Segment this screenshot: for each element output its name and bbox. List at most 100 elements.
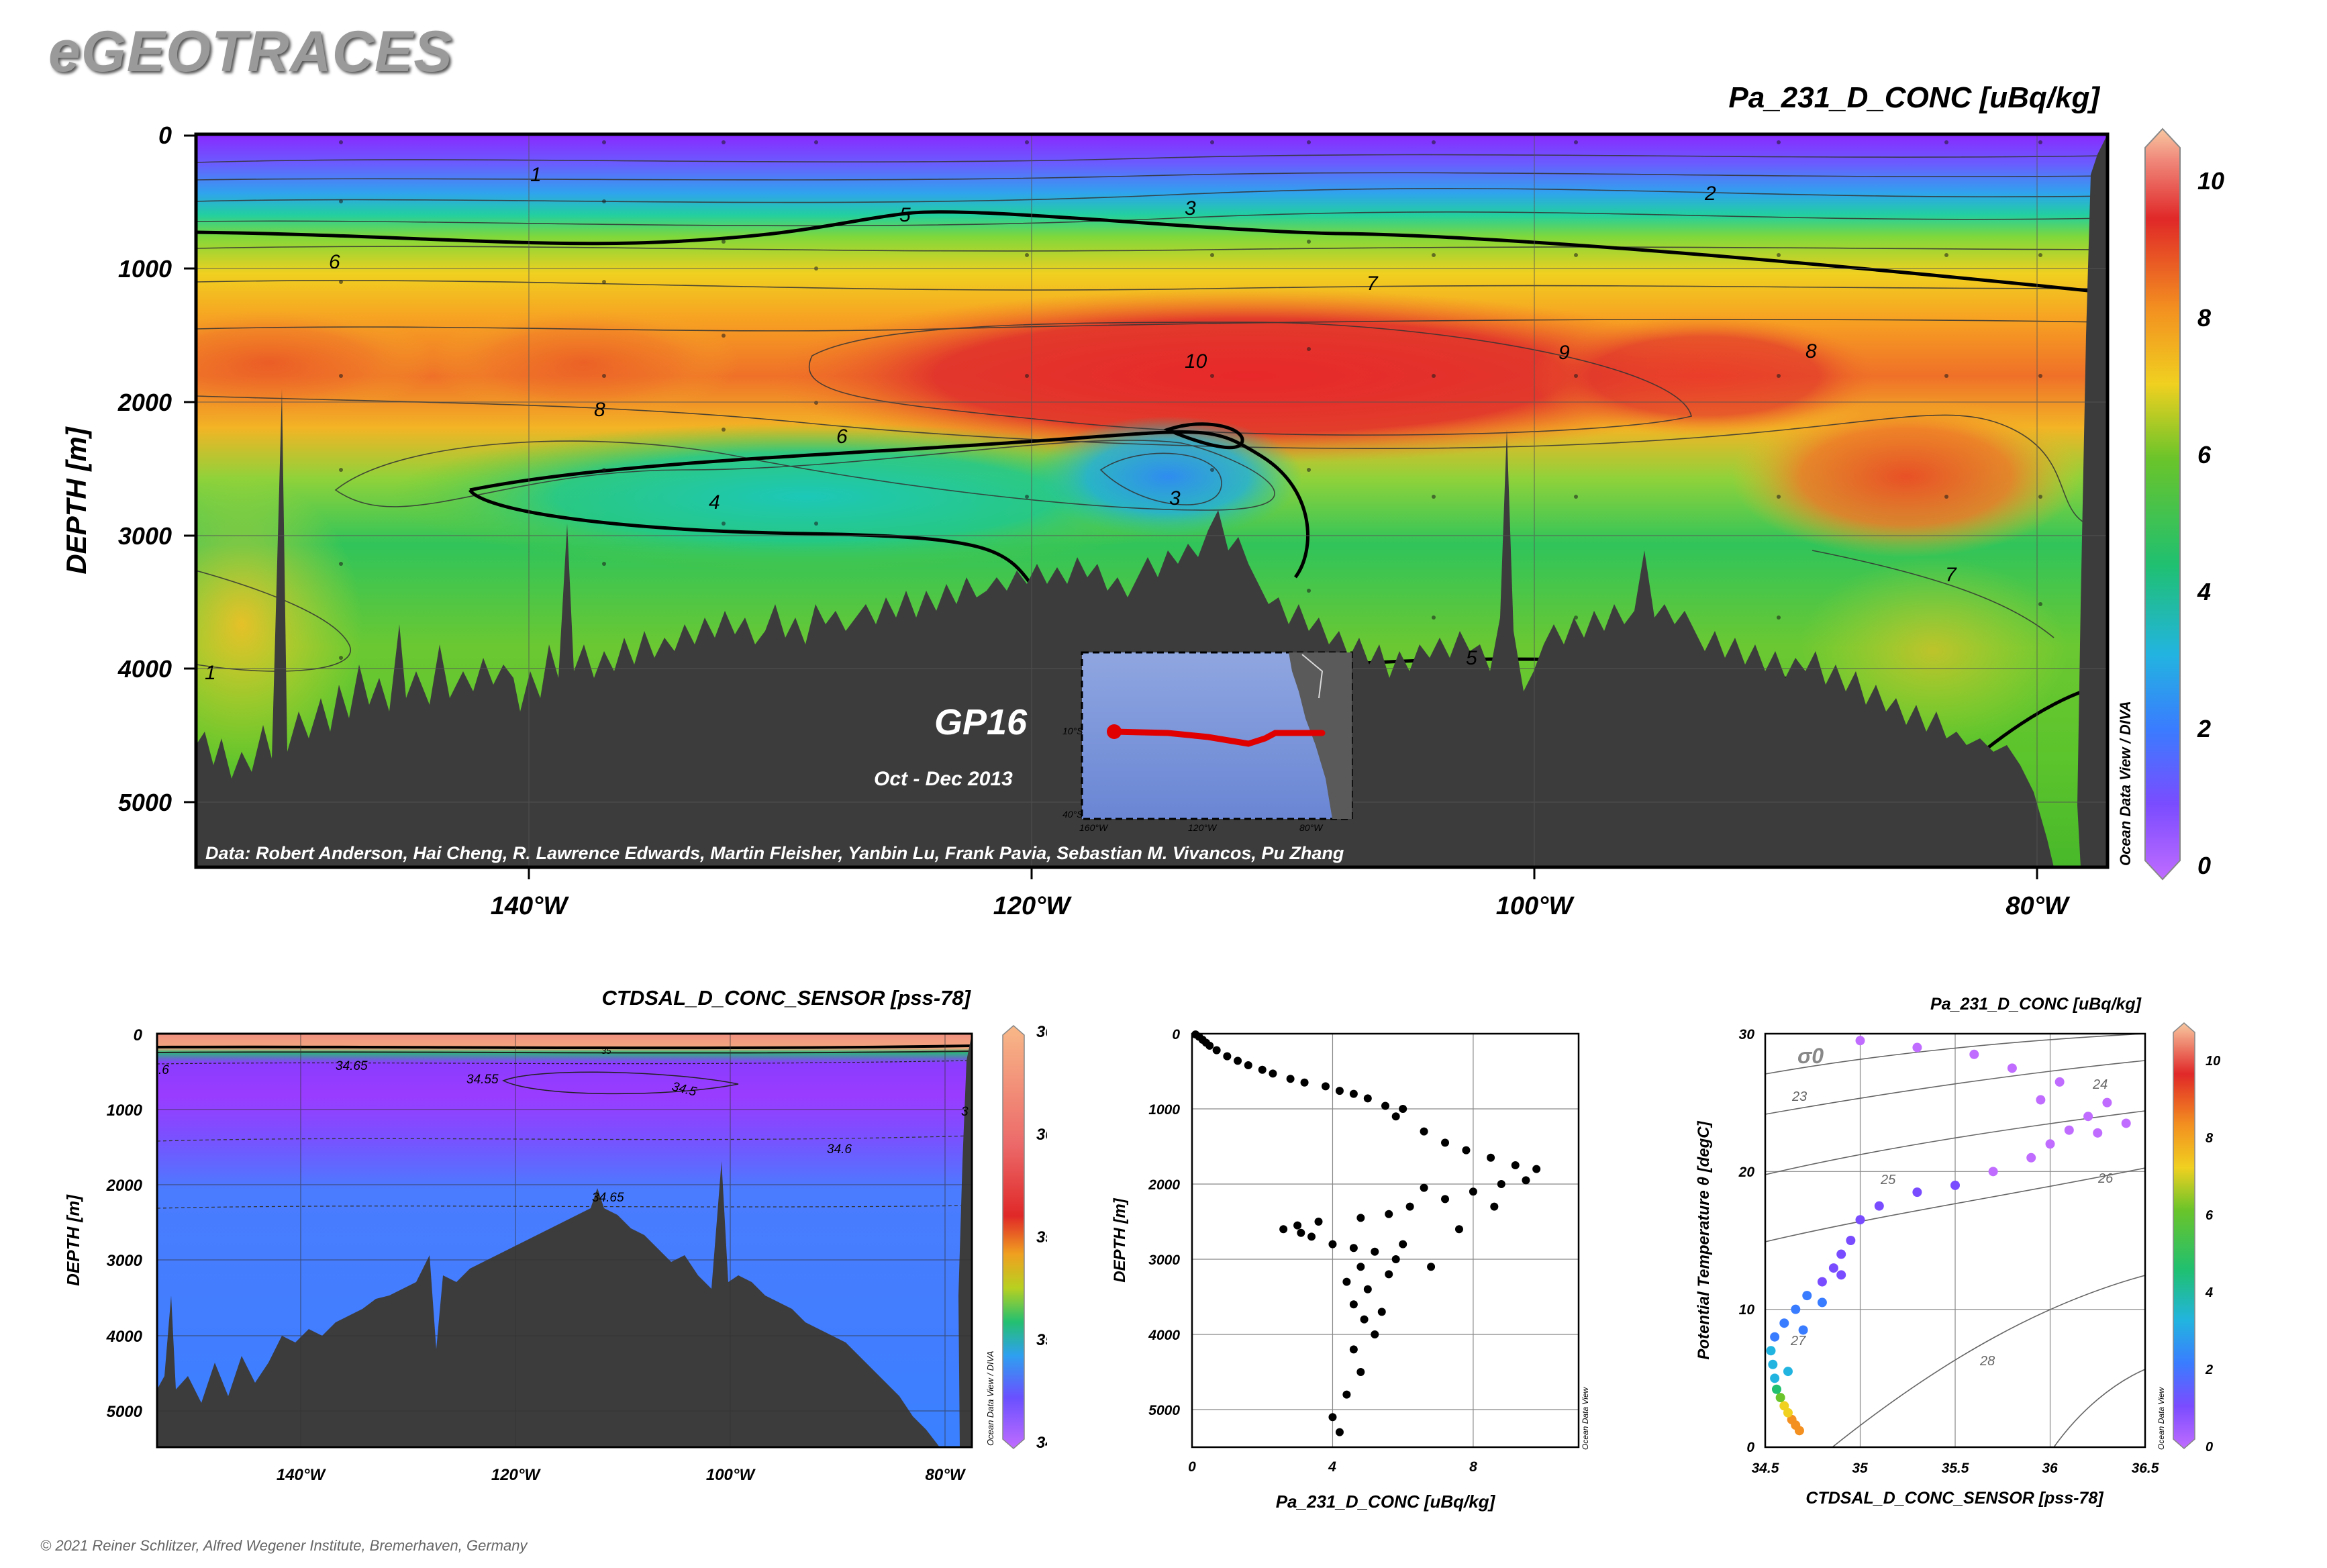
data-point xyxy=(1420,1127,1428,1136)
colorbar-tick-label: 8 xyxy=(2197,304,2211,332)
data-point xyxy=(2083,1112,2093,1122)
salinity-y-axis-label: DEPTH [m] xyxy=(63,1194,83,1286)
data-point xyxy=(1349,1345,1358,1354)
salinity-bathymetry xyxy=(157,1034,972,1447)
data-point xyxy=(1297,1228,1305,1237)
data-point xyxy=(2102,1097,2112,1108)
data-point xyxy=(1307,1232,1316,1241)
data-point xyxy=(1363,1285,1372,1293)
x-tick-label: 0 xyxy=(1188,1459,1196,1475)
data-point xyxy=(1427,1263,1436,1271)
x-tick-label: 100°W xyxy=(1496,892,1575,920)
x-tick-label: 100°W xyxy=(706,1466,756,1484)
map-lon-label: 120°W xyxy=(1188,822,1218,833)
copyright-notice: © 2021 Reiner Schlitzer, Alfred Wegener … xyxy=(40,1537,528,1554)
colorbar-tick-label: 0 xyxy=(2197,852,2211,879)
contour-label: 5 xyxy=(1466,647,1477,669)
data-point xyxy=(1300,1078,1309,1087)
data-point xyxy=(1279,1225,1288,1234)
colorbar-tick-label: 10 xyxy=(2197,167,2224,195)
isopycnal-label: 26 xyxy=(2097,1171,2114,1186)
data-point xyxy=(1342,1277,1351,1286)
y-tick-label: 30 xyxy=(1739,1027,1755,1042)
data-point xyxy=(1356,1214,1365,1222)
data-point xyxy=(1817,1297,1827,1308)
data-point xyxy=(1399,1105,1407,1113)
data-point xyxy=(1399,1240,1407,1248)
track-start-marker xyxy=(1107,724,1122,739)
data-point xyxy=(1828,1263,1838,1273)
y-tick-label: 5000 xyxy=(107,1403,143,1421)
data-point xyxy=(1223,1052,1232,1061)
y-tick-label: 2000 xyxy=(106,1177,143,1195)
data-point xyxy=(1293,1221,1302,1230)
main-y-axis-label: DEPTH [m] xyxy=(60,426,92,574)
data-point xyxy=(1371,1247,1379,1256)
main-section-chart: Pa_231_D_CONC [uBq/kg] xyxy=(60,81,2224,920)
data-point xyxy=(1775,1393,1785,1403)
isopycnal-label: 25 xyxy=(1880,1173,1896,1187)
colorbar-tick-label: 36 xyxy=(1036,1126,1047,1144)
contour-label: 34.65 xyxy=(592,1191,624,1205)
section-date: Oct - Dec 2013 xyxy=(874,768,1013,790)
data-point xyxy=(1771,1384,1781,1394)
contour-label: 9 xyxy=(1558,342,1570,364)
data-point xyxy=(2007,1063,2017,1073)
y-tick-label: 20 xyxy=(1738,1165,1755,1180)
x-tick-label: 80°W xyxy=(2006,892,2070,920)
data-point xyxy=(1969,1049,1979,1059)
profile-scatter-chart: 0 1000 2000 3000 4000 5000 0 4 8 Pa_231_… xyxy=(1111,1027,1590,1512)
data-point xyxy=(1349,1244,1358,1253)
y-tick-label: 2000 xyxy=(117,389,172,416)
isopycnal-label: 27 xyxy=(1790,1334,1806,1349)
contour-label: 1 xyxy=(205,662,216,684)
contour-label: 6 xyxy=(329,251,340,273)
data-point xyxy=(1258,1065,1267,1074)
egeotraces-logo: eGEOTRACES xyxy=(48,19,453,84)
data-point xyxy=(1462,1146,1471,1155)
contour-label: 5 xyxy=(899,204,911,226)
data-point xyxy=(1768,1359,1778,1369)
data-point xyxy=(2054,1077,2065,1087)
data-point xyxy=(1783,1408,1793,1418)
data-point xyxy=(2121,1118,2131,1128)
map-lon-label: 160°W xyxy=(1079,822,1109,833)
data-point xyxy=(1244,1061,1252,1070)
data-point xyxy=(1342,1390,1351,1399)
x-tick-label: 35 xyxy=(1852,1461,1868,1476)
data-point xyxy=(1779,1401,1789,1411)
data-point xyxy=(1511,1161,1520,1169)
x-tick-label: 120°W xyxy=(491,1466,542,1484)
data-point xyxy=(1441,1195,1450,1204)
x-tick-label: 140°W xyxy=(277,1466,327,1484)
contour-label: 4 xyxy=(709,491,720,513)
ts-scatter-chart: Pa_231_D_CONC [uBq/kg] σ0 23 24 25 26 27… xyxy=(1695,995,2220,1508)
x-tick-label: 8 xyxy=(1469,1459,1477,1475)
colorbar-tick-label: 4 xyxy=(2205,1285,2213,1300)
data-point xyxy=(1532,1165,1541,1173)
x-tick-label: 34.5 xyxy=(1752,1461,1779,1476)
y-tick-label: 5000 xyxy=(118,789,172,816)
section-name: GP16 xyxy=(934,702,1028,742)
contour-label: 3 xyxy=(961,1105,969,1119)
inset-map: 10°S 40°S 160°W 120°W 80°W xyxy=(1062,651,1353,833)
data-point xyxy=(1371,1330,1379,1338)
profile-x-axis-label: Pa_231_D_CONC [uBq/kg] xyxy=(1276,1491,1496,1512)
y-tick-label: 1000 xyxy=(1148,1102,1180,1118)
colorbar-tick-label: 36.5 xyxy=(1036,1023,1047,1041)
contour-label: 3 xyxy=(1169,487,1181,509)
data-point xyxy=(1314,1218,1323,1226)
data-point xyxy=(1798,1325,1808,1335)
main-chart-title: Pa_231_D_CONC [uBq/kg] xyxy=(1728,81,2100,114)
data-point xyxy=(2036,1095,2046,1105)
data-point xyxy=(1212,1046,1221,1055)
data-point xyxy=(1363,1094,1372,1103)
data-point xyxy=(1377,1308,1386,1316)
data-point xyxy=(1469,1187,1477,1196)
contour-label: 34.65 xyxy=(336,1059,368,1073)
contour-label: 7 xyxy=(1367,273,1379,295)
data-point xyxy=(1770,1373,1780,1383)
salinity-chart-title: CTDSAL_D_CONC_SENSOR [pss-78] xyxy=(602,986,972,1010)
map-lon-label: 80°W xyxy=(1299,822,1324,833)
data-point xyxy=(2093,1128,2103,1138)
